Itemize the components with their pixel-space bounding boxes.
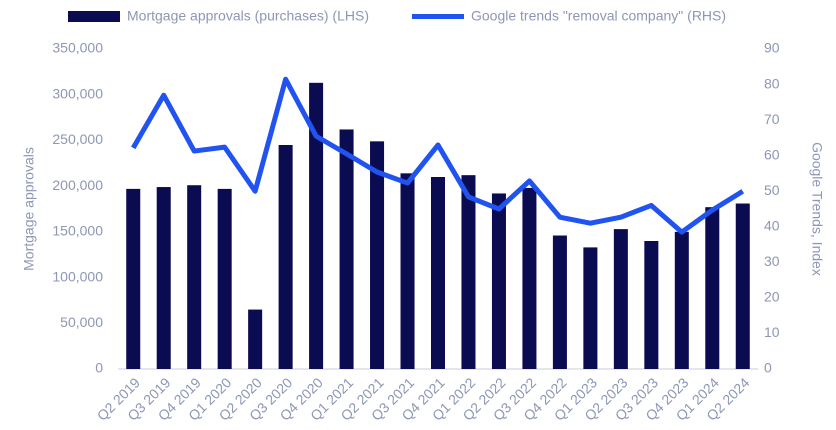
- bar: [339, 129, 354, 369]
- y-axis-label: Mortgage approvals: [21, 147, 37, 271]
- bar: [278, 145, 293, 369]
- y-tick-label: 150,000: [52, 223, 103, 239]
- y2-axis-label: Google Trends, Index: [809, 142, 825, 276]
- bar: [248, 309, 263, 369]
- bar: [370, 141, 385, 369]
- y2-tick-label: 10: [764, 324, 780, 340]
- legend-label: Mortgage approvals (purchases) (LHS): [127, 8, 369, 24]
- bar: [735, 203, 750, 369]
- y-tick-label: 200,000: [52, 177, 103, 193]
- bar: [491, 193, 506, 369]
- bar: [674, 231, 689, 369]
- bar: [126, 188, 141, 369]
- y-tick-label: 100,000: [52, 268, 103, 284]
- y2-tick-label: 20: [764, 289, 780, 305]
- legend-swatch: [68, 11, 120, 22]
- y-tick-label: 250,000: [52, 131, 103, 147]
- bar: [583, 247, 598, 369]
- y-tick-label: 50,000: [60, 314, 103, 330]
- bar: [430, 177, 446, 369]
- bar: [309, 82, 324, 369]
- bar: [644, 241, 659, 369]
- legend-label: Google trends "removal company" (RHS): [471, 8, 726, 24]
- bar: [187, 185, 202, 369]
- y2-tick-label: 80: [764, 75, 780, 91]
- bar: [400, 173, 415, 369]
- y-tick-label: 0: [95, 360, 103, 376]
- y2-tick-label: 0: [764, 360, 772, 376]
- y2-tick-label: 90: [764, 40, 780, 56]
- bar: [613, 229, 628, 369]
- bar: [705, 207, 720, 369]
- y2-tick-label: 70: [764, 111, 780, 127]
- bar: [522, 187, 537, 369]
- bar: [552, 235, 567, 369]
- bar: [217, 188, 232, 369]
- y-tick-label: 350,000: [52, 40, 103, 56]
- line: [131, 76, 745, 235]
- y2-tick-label: 60: [764, 146, 780, 162]
- y-tick-label: 300,000: [52, 85, 103, 101]
- y2-tick-label: 30: [764, 253, 780, 269]
- bar: [156, 187, 171, 369]
- bar: [461, 175, 476, 369]
- y2-tick-label: 50: [764, 182, 780, 198]
- y2-tick-label: 40: [764, 217, 780, 233]
